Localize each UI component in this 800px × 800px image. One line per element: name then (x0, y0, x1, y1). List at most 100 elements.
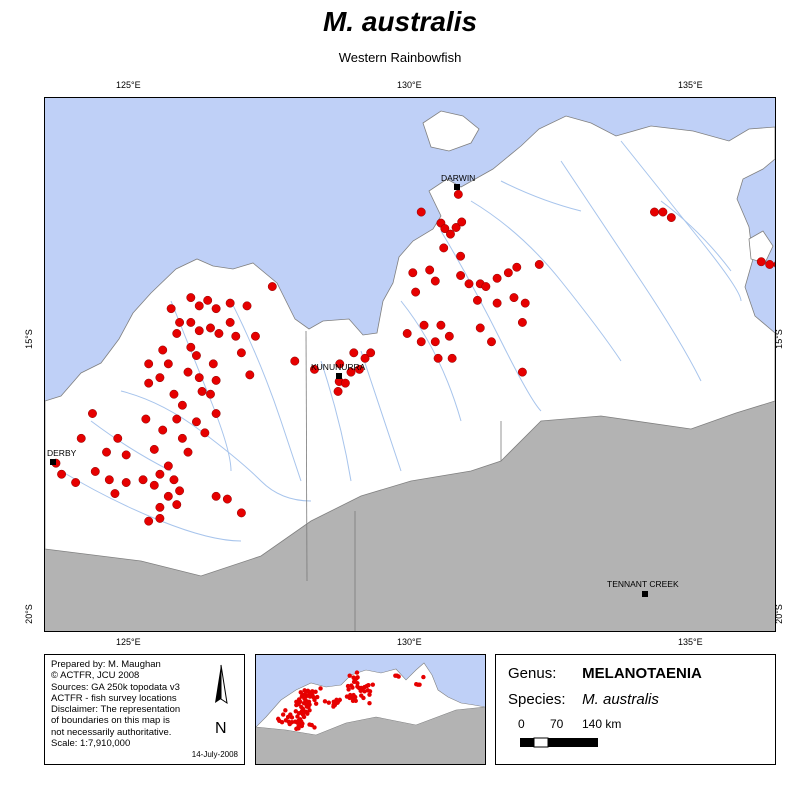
scale-bar (520, 737, 598, 748)
inset-sampling-site-point (350, 685, 355, 690)
sampling-site-point (472, 295, 482, 305)
sampling-site-point (177, 400, 187, 410)
town-label-kununurra: KUNUNURRA (311, 362, 366, 372)
inset-sampling-site-point (315, 694, 320, 700)
lon-tick-bottom-130: 130°E (397, 637, 422, 647)
sampling-site-point (155, 469, 165, 479)
scale-label-140: 140 km (582, 717, 622, 731)
inset-sampling-site-point (355, 675, 360, 680)
inset-outside-land (256, 707, 485, 764)
inset-sampling-site-point (361, 695, 366, 701)
sampling-site-point (430, 337, 440, 347)
sampling-site-point (211, 375, 221, 385)
inset-sampling-site-point (296, 710, 302, 716)
inset-sampling-site-point (310, 689, 315, 694)
sampling-site-point (144, 359, 154, 369)
scale-labels: 0 70 140 km (508, 717, 763, 733)
sampling-site-point (242, 301, 252, 311)
inset-sampling-site-point (367, 689, 373, 694)
inset-sampling-site-point (346, 687, 351, 692)
sampling-site-point (464, 279, 474, 289)
credits-panel: Prepared by: M. Maughan © ACTFR, JCU 200… (44, 654, 245, 765)
sampling-site-point (175, 317, 185, 327)
sampling-site-point (425, 265, 435, 275)
lon-tick-bottom-125: 125°E (116, 637, 141, 647)
sampling-site-point (149, 444, 159, 454)
inset-sampling-site-point (334, 697, 339, 703)
credit-line: ACTFR - fish survey locations (51, 692, 177, 704)
sampling-site-point (163, 461, 173, 471)
sampling-site-point (346, 367, 356, 377)
sampling-site-point (419, 320, 429, 330)
sampling-site-point (175, 486, 185, 496)
sampling-site-point (333, 386, 343, 396)
sampling-site-point (402, 329, 412, 338)
inset-sampling-site-point (296, 726, 301, 731)
sampling-site-point (194, 301, 204, 311)
sampling-site-point (57, 469, 67, 479)
sampling-site-point (183, 367, 193, 377)
lat-tick-left-20: 20°S (23, 604, 34, 624)
map-subtitle: Western Rainbowfish (338, 50, 462, 65)
sampling-site-point (155, 373, 165, 383)
sampling-site-point (104, 475, 114, 485)
sampling-site-point (158, 425, 168, 435)
inset-sampling-site-point (353, 698, 358, 704)
inset-sampling-site-point (347, 673, 352, 678)
town-marker-kununurra (336, 373, 342, 379)
inset-sampling-site-point (331, 704, 336, 709)
sampling-site-point (756, 257, 766, 267)
inset-sampling-site-point (280, 712, 286, 717)
inset-sampling-site-point (312, 725, 317, 730)
inset-locator-map (255, 654, 486, 765)
inset-sampling-site-point (301, 714, 307, 720)
sampling-site-point (169, 389, 179, 399)
inset-sampling-site-point (293, 709, 298, 714)
inset-sampling-site-point (287, 721, 292, 727)
sampling-site-point (492, 298, 502, 308)
town-marker-derby (50, 459, 56, 465)
inset-sampling-site-point (326, 700, 331, 705)
sampling-site-point (163, 359, 173, 369)
inset-sampling-site-point (367, 692, 372, 697)
sampling-site-point (267, 282, 277, 292)
sampling-site-point (211, 304, 221, 314)
sampling-site-point (475, 323, 485, 333)
sampling-site-point (191, 351, 201, 361)
sampling-site-point (245, 370, 255, 380)
sampling-site-point (236, 508, 246, 518)
inset-sampling-site-point (370, 682, 375, 687)
sampling-site-point (251, 331, 260, 341)
inset-sampling-site-point (313, 689, 318, 694)
inset-sampling-site-point (279, 720, 285, 725)
lon-tick-top-135: 135°E (678, 80, 703, 90)
towns: DARWIN KUNUNURRA DERBY TENNANT CREEK (47, 173, 679, 597)
inset-sampling-site-point (312, 697, 317, 703)
sampling-site-point (447, 353, 457, 363)
study-region-land (44, 115, 776, 577)
sampling-site-point (446, 229, 455, 239)
sampling-site-point (335, 359, 345, 369)
inset-sampling-site-point (417, 682, 422, 687)
sampling-site-point (177, 433, 187, 443)
legend-species-row: Species: M. australis (508, 687, 763, 713)
credit-line: Scale: 1:7,910,000 (51, 738, 131, 750)
town-label-darwin: DARWIN (441, 173, 475, 183)
inset-sampling-site-point (289, 715, 295, 720)
sampling-site-point (517, 317, 527, 327)
sampling-site-point (194, 326, 204, 336)
inset-sampling-site-point (318, 686, 323, 691)
sampling-site-point (225, 298, 235, 308)
inset-sampling-site-point (285, 714, 291, 720)
legend-panel: Genus: MELANOTAENIA Species: M. australi… (495, 654, 776, 765)
scale-label-70: 70 (550, 717, 564, 731)
map-title: M. australis (322, 6, 478, 37)
sampling-site-point (200, 428, 210, 438)
sampling-site-point (113, 433, 123, 443)
sampling-site-point (666, 213, 676, 223)
sampling-site-point (436, 320, 446, 330)
inset-sampling-site-point (294, 702, 299, 708)
inset-sampling-site-point (345, 683, 351, 689)
sampling-site-point (186, 342, 196, 352)
sampling-site-point (349, 348, 359, 358)
